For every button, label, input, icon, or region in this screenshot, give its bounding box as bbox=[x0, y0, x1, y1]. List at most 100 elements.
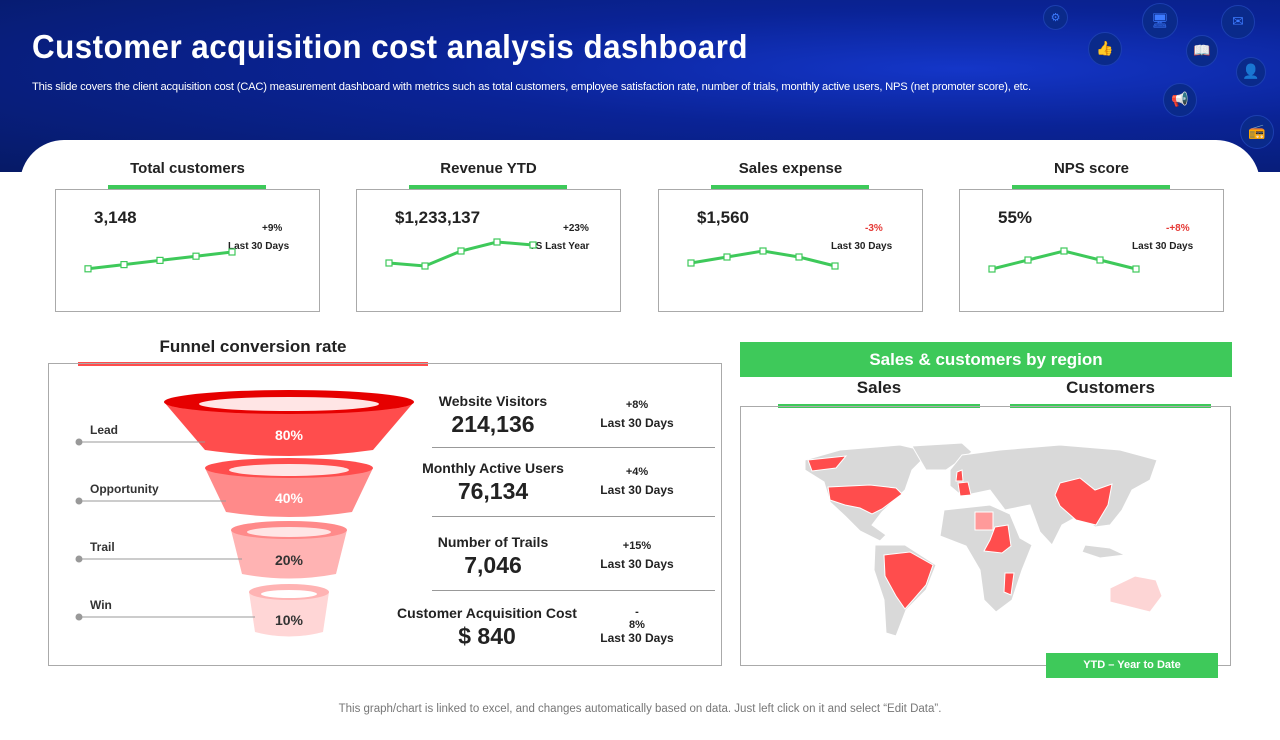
metric-change-value: +15% bbox=[622, 540, 652, 552]
metric-period: Last 30 Days bbox=[600, 631, 674, 645]
sparkline-point bbox=[84, 265, 92, 273]
kpi-value: 3,148 bbox=[94, 208, 137, 227]
sparkline-point bbox=[988, 265, 996, 273]
map-eurasia bbox=[949, 444, 1158, 546]
sparkline-point bbox=[120, 260, 128, 269]
map-card bbox=[740, 406, 1231, 666]
kpi-value: $1,233,137 bbox=[395, 208, 481, 227]
map-alaska bbox=[807, 455, 848, 472]
sparkline-point bbox=[831, 262, 839, 270]
tab-sales[interactable]: Sales bbox=[856, 378, 902, 397]
funnel-title: Funnel conversion rate bbox=[159, 337, 347, 356]
funnel-stage-label: Trail bbox=[90, 540, 115, 554]
metric-change: +8% Last 30 Days bbox=[577, 396, 697, 432]
kpi-title-underline bbox=[1012, 185, 1170, 189]
sparkline-point bbox=[192, 252, 200, 260]
funnel-chart bbox=[75, 390, 414, 637]
metric-label: Monthly Active Users bbox=[422, 460, 564, 476]
metric-divider bbox=[432, 447, 715, 448]
metric-change: - 8% Last 30 Days bbox=[577, 606, 697, 645]
map-indonesia bbox=[1081, 544, 1127, 559]
kpi-title: NPS score bbox=[1053, 160, 1130, 177]
map-mozambique bbox=[1003, 572, 1015, 596]
footer-note: This graph/chart is linked to excel, and… bbox=[338, 703, 942, 715]
kpi-sparkline bbox=[385, 238, 537, 270]
funnel-stage-label: Opportunity bbox=[90, 482, 159, 496]
kpi-title-underline bbox=[409, 185, 567, 189]
map-china bbox=[1054, 477, 1113, 526]
funnel-metric: Monthly Active Users 76,134 bbox=[393, 460, 593, 505]
kpi-title-underline bbox=[108, 185, 266, 189]
map-australia bbox=[1109, 575, 1163, 613]
kpi-period: Last 30 Days bbox=[831, 241, 893, 252]
kpi-sparkline bbox=[84, 248, 236, 273]
kpi-card[interactable]: $1,233,137 +23% VS Last Year bbox=[356, 189, 621, 312]
book-icon: 📖 bbox=[1186, 35, 1218, 67]
metric-change: +15% Last 30 Days bbox=[577, 537, 697, 573]
funnel-stage-trail bbox=[231, 521, 347, 579]
funnel-metric: Website Visitors 214,136 bbox=[393, 393, 593, 438]
radio-icon: 📻 bbox=[1240, 115, 1274, 149]
funnel-title-underline bbox=[78, 362, 428, 366]
map-sudan bbox=[983, 524, 1012, 554]
kpi-title: Revenue YTD bbox=[440, 160, 537, 177]
sparkline-point bbox=[421, 262, 429, 270]
sparkline-point bbox=[795, 253, 803, 261]
sparkline-point bbox=[687, 259, 695, 267]
funnel-stage-label: Lead bbox=[90, 423, 119, 437]
metric-period: Last 30 Days bbox=[600, 483, 674, 497]
sparkline-point bbox=[723, 253, 731, 261]
ytd-button[interactable]: YTD – Year to Date bbox=[1046, 653, 1218, 678]
funnel-stage-opportunity bbox=[205, 458, 373, 517]
kpi-title: Sales expense bbox=[738, 160, 843, 177]
metric-change-value: - 8% bbox=[629, 606, 645, 631]
funnel-stage-percent: 40% bbox=[274, 490, 304, 506]
sparkline-point bbox=[228, 248, 236, 256]
world-map bbox=[804, 442, 1163, 637]
metric-label: Number of Trails bbox=[437, 534, 549, 550]
funnel-metric: Customer Acquisition Cost $ 840 bbox=[387, 605, 587, 650]
metric-label: Customer Acquisition Cost bbox=[397, 605, 577, 621]
kpi-change: -3% bbox=[865, 223, 883, 234]
metric-period: Last 30 Days bbox=[600, 557, 674, 571]
region-title: Sales & customers by region bbox=[740, 342, 1232, 377]
kpi-title-underline bbox=[711, 185, 869, 189]
funnel-metric: Number of Trails 7,046 bbox=[393, 534, 593, 579]
sparkline-point bbox=[1024, 256, 1032, 264]
sparkline-point bbox=[156, 256, 164, 265]
kpi-change: +9% bbox=[262, 223, 283, 234]
funnel-stage-label: Win bbox=[90, 598, 112, 612]
mail-icon: ✉ bbox=[1221, 5, 1255, 39]
tab-customers[interactable]: Customers bbox=[1066, 378, 1155, 397]
metric-change: +4% Last 30 Days bbox=[577, 463, 697, 499]
monitor-icon: 🖥 bbox=[1142, 3, 1178, 39]
sparkline-point bbox=[529, 241, 537, 249]
map-usa bbox=[827, 484, 903, 515]
page-title: Customer acquisition cost analysis dashb… bbox=[32, 28, 749, 65]
funnel-stage-win bbox=[249, 584, 329, 637]
kpi-card[interactable]: $1,560 -3% Last 30 Days bbox=[658, 189, 923, 312]
sparkline-point bbox=[385, 259, 393, 267]
user-icon: 👤 bbox=[1236, 57, 1266, 87]
metric-label: Website Visitors bbox=[438, 393, 548, 409]
kpi-card[interactable]: 55% -+8% Last 30 Days bbox=[959, 189, 1224, 312]
metric-change-value: +4% bbox=[625, 466, 649, 478]
kpi-period: Last 30 Days bbox=[228, 241, 290, 252]
settings-icon: ⚙ bbox=[1043, 5, 1068, 30]
funnel-stage-percent: 20% bbox=[274, 552, 304, 568]
kpi-change: -+8% bbox=[1166, 223, 1190, 234]
metric-divider bbox=[432, 590, 715, 591]
sparkline-point bbox=[457, 247, 465, 255]
kpi-sparkline bbox=[988, 247, 1140, 273]
metric-value: 214,136 bbox=[451, 411, 535, 437]
page-subtitle: This slide covers the client acquisition… bbox=[32, 81, 1031, 93]
kpi-value: $1,560 bbox=[697, 208, 749, 227]
metric-divider bbox=[432, 516, 715, 517]
thumbs-up-icon: 👍 bbox=[1088, 32, 1122, 66]
kpi-card[interactable]: 3,148 +9% Last 30 Days bbox=[55, 189, 320, 312]
kpi-title: Total customers bbox=[130, 160, 245, 177]
funnel-stage-lead bbox=[164, 390, 414, 456]
metric-period: Last 30 Days bbox=[600, 416, 674, 430]
kpi-period: VS Last Year bbox=[529, 241, 590, 252]
metric-value: 7,046 bbox=[464, 552, 522, 578]
